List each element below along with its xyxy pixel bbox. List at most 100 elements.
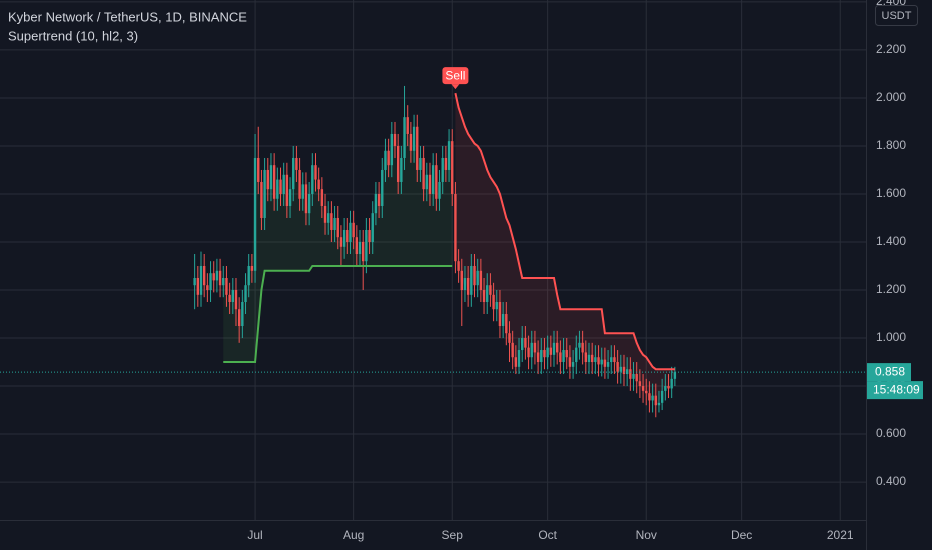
candle-body xyxy=(384,150,387,170)
candle-body xyxy=(447,141,451,170)
candle-body xyxy=(660,390,664,403)
candle-body xyxy=(603,359,607,367)
candle-body xyxy=(492,294,495,310)
last-price-box xyxy=(867,363,911,382)
countdown-box xyxy=(867,381,923,400)
candle-body xyxy=(292,157,295,190)
candle-body xyxy=(501,314,505,327)
candle-body xyxy=(641,386,645,391)
candle-body xyxy=(355,237,359,254)
candle-body xyxy=(215,270,219,281)
candle-body xyxy=(352,222,355,238)
candle-body xyxy=(552,342,556,355)
candle-body xyxy=(613,357,616,363)
candle-body xyxy=(486,285,489,303)
candle-body xyxy=(247,266,250,286)
candle-body xyxy=(257,157,260,182)
candle-body xyxy=(498,302,502,327)
candle-body xyxy=(454,193,457,262)
candle-body xyxy=(269,165,273,190)
candle-body xyxy=(619,366,622,372)
candle-body xyxy=(511,342,514,358)
candle-body xyxy=(505,314,508,334)
marks xyxy=(0,85,866,418)
candle-body xyxy=(533,342,537,353)
candle-body xyxy=(336,217,339,238)
candle-body xyxy=(606,362,610,367)
candle-body xyxy=(584,352,588,363)
candle-body xyxy=(253,157,257,271)
candle-body xyxy=(320,189,324,206)
candle-body xyxy=(565,350,568,358)
candle-body xyxy=(234,290,238,310)
y-tick-label: 2.200 xyxy=(876,42,906,56)
candle-body xyxy=(616,362,619,372)
candle-body xyxy=(276,179,279,199)
candle-body xyxy=(638,381,642,387)
candle-body xyxy=(304,184,308,214)
candle-body xyxy=(444,157,448,170)
candle-body xyxy=(387,150,390,166)
countdown: 15:48:09 xyxy=(873,382,920,396)
candle-body xyxy=(610,357,613,363)
candle-body xyxy=(263,169,266,218)
candle-body xyxy=(568,357,572,367)
grid xyxy=(0,0,866,520)
candle-body xyxy=(587,354,591,363)
y-tick-label: 1.200 xyxy=(876,282,906,296)
candle-body xyxy=(451,141,454,194)
y-tick-label: 1.400 xyxy=(876,234,906,248)
candle-body xyxy=(594,357,597,363)
candle-body xyxy=(476,270,479,286)
candle-body xyxy=(244,285,247,303)
sell-pointer xyxy=(451,84,460,90)
candle-body xyxy=(562,350,565,363)
y-tick-label: 0.600 xyxy=(876,426,906,440)
candle-body xyxy=(422,157,425,190)
candle-body xyxy=(664,386,667,391)
candle-body xyxy=(536,352,540,363)
candle-body xyxy=(206,285,209,291)
candle-body xyxy=(463,278,467,291)
candle-body xyxy=(559,352,562,363)
candle-body xyxy=(228,294,231,303)
y-tick-label: 2.400 xyxy=(876,0,906,8)
candle-body xyxy=(540,350,543,363)
x-tick-label: Oct xyxy=(538,528,557,542)
candle-body xyxy=(400,157,403,182)
candle-body xyxy=(530,342,533,358)
candle-body xyxy=(285,174,289,206)
candle-body xyxy=(521,338,524,351)
candle-body xyxy=(260,181,263,218)
candle-body xyxy=(578,342,581,348)
candle-body xyxy=(358,241,362,254)
candle-body xyxy=(231,290,234,303)
candle-body xyxy=(368,229,371,242)
candle-body xyxy=(202,266,206,286)
candle-body xyxy=(657,402,661,406)
candle-body xyxy=(218,270,222,286)
candle-body xyxy=(371,213,374,242)
candle-body xyxy=(670,378,673,389)
candle-body xyxy=(314,165,317,180)
candle-body xyxy=(441,157,444,182)
currency-box[interactable] xyxy=(875,5,918,26)
candle-body xyxy=(237,309,241,327)
candle-body xyxy=(543,350,546,358)
candle-body xyxy=(241,302,244,327)
candle-body xyxy=(473,266,476,286)
candle-body xyxy=(406,117,409,134)
candle-body xyxy=(212,273,215,281)
x-tick-label: Nov xyxy=(636,528,657,542)
candle-body xyxy=(648,393,651,401)
currency[interactable]: USDT xyxy=(882,10,912,22)
candle-body xyxy=(600,359,603,365)
sell-box xyxy=(442,67,469,85)
candle-body xyxy=(597,357,600,365)
candle-body xyxy=(667,386,670,389)
candle-body xyxy=(590,354,594,363)
candle-body xyxy=(225,278,228,295)
candle-body xyxy=(549,347,553,355)
candle-body xyxy=(409,133,413,151)
